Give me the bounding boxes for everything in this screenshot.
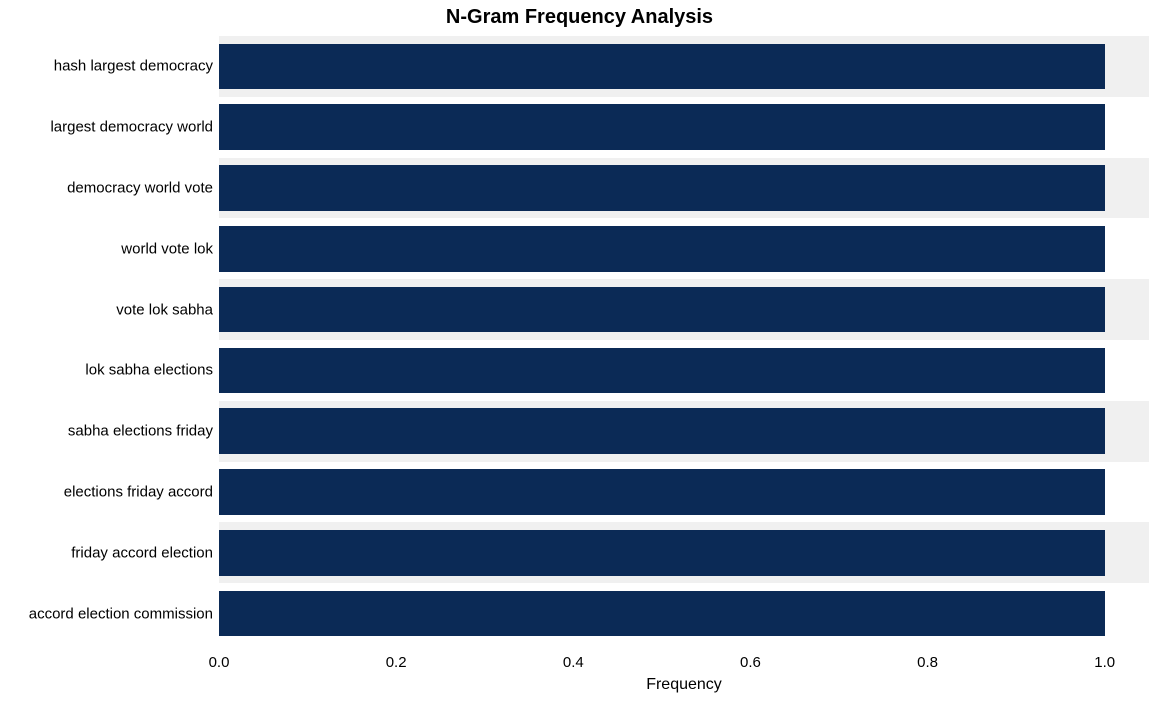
xtick-label: 0.8	[917, 654, 938, 671]
bar	[219, 226, 1105, 272]
xaxis-title: Frequency	[584, 676, 784, 694]
bar	[219, 591, 1105, 637]
ytick-label: lok sabha elections	[0, 362, 213, 379]
bar	[219, 530, 1105, 576]
plot-area	[219, 36, 1149, 644]
ytick-label: hash largest democracy	[0, 58, 213, 75]
ytick-label: accord election commission	[0, 605, 213, 622]
bar	[219, 348, 1105, 394]
ytick-label: largest democracy world	[0, 119, 213, 136]
bar	[219, 408, 1105, 454]
bar	[219, 165, 1105, 211]
xtick-label: 0.6	[740, 654, 761, 671]
xtick-label: 0.4	[563, 654, 584, 671]
ngram-bar-chart: N-Gram Frequency Analysis Frequency hash…	[0, 0, 1159, 701]
xtick-label: 0.0	[209, 654, 230, 671]
ytick-label: democracy world vote	[0, 180, 213, 197]
bar	[219, 469, 1105, 515]
bar	[219, 44, 1105, 90]
bar	[219, 104, 1105, 150]
ytick-label: elections friday accord	[0, 484, 213, 501]
xtick-label: 1.0	[1094, 654, 1115, 671]
ytick-label: friday accord election	[0, 544, 213, 561]
xtick-label: 0.2	[386, 654, 407, 671]
ytick-label: world vote lok	[0, 240, 213, 257]
chart-title: N-Gram Frequency Analysis	[0, 6, 1159, 29]
ytick-label: sabha elections friday	[0, 423, 213, 440]
ytick-label: vote lok sabha	[0, 301, 213, 318]
bar	[219, 287, 1105, 333]
